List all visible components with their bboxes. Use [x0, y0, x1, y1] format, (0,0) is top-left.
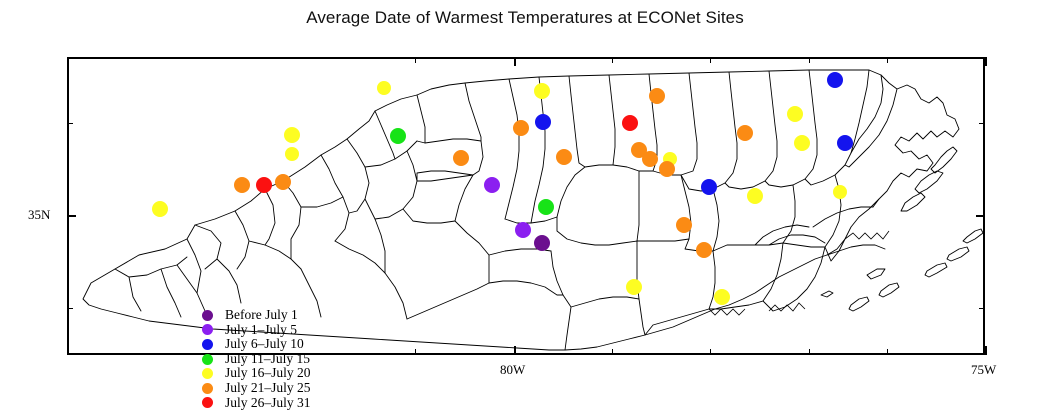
- legend-item-label: July 26–July 31: [225, 394, 311, 410]
- map-data-point: [701, 179, 717, 195]
- legend-item-label: July 16–July 20: [225, 365, 311, 381]
- legend-swatch-icon: [202, 309, 213, 321]
- map-data-point: [515, 222, 531, 238]
- y-axis-tick: [979, 123, 985, 124]
- map-data-point: [837, 135, 853, 151]
- map-data-point: [534, 83, 550, 99]
- map-data-point: [377, 81, 391, 95]
- legend-item: July 11–July 15: [202, 350, 311, 367]
- map-data-point: [649, 88, 665, 104]
- x-axis-tick: [514, 346, 516, 355]
- page-title: Average Date of Warmest Temperatures at …: [306, 8, 744, 27]
- map-data-point: [626, 279, 642, 295]
- map-data-point: [538, 199, 554, 215]
- y-axis-tick: [976, 215, 985, 217]
- y-axis-label: 35N: [28, 207, 51, 222]
- x-axis-tick: [887, 349, 888, 355]
- x-axis-tick: [415, 57, 416, 63]
- legend-swatch-icon: [202, 382, 213, 394]
- map-data-point: [787, 106, 803, 122]
- map-data-point: [737, 125, 753, 141]
- map-data-point: [285, 147, 299, 161]
- map-data-point: [256, 177, 272, 193]
- map-data-point: [535, 114, 551, 130]
- legend-swatch-icon: [202, 324, 213, 336]
- x-axis-tick: [887, 57, 888, 63]
- legend-item: July 26–July 31: [202, 394, 311, 410]
- map-data-point: [696, 242, 712, 258]
- map-data-point: [747, 188, 763, 204]
- map-legend: Before July 1 July 1–July 5 July 6–July 10…: [202, 307, 311, 410]
- map-data-point: [484, 177, 500, 193]
- map-plot-frame: Before July 1 July 1–July 5 July 6–July 10…: [67, 57, 985, 409]
- legend-item: July 1–July 5: [202, 321, 311, 338]
- y-axis-tick: [67, 215, 76, 217]
- map-data-point: [794, 135, 810, 151]
- x-axis-label: 80W: [500, 362, 526, 377]
- x-axis-tick: [985, 346, 987, 355]
- x-axis-tick: [710, 57, 711, 63]
- legend-item-label: July 21–July 25: [225, 379, 311, 395]
- map-data-point: [284, 127, 300, 143]
- legend-item-label: July 6–July 10: [225, 336, 304, 352]
- map-data-point: [827, 72, 843, 88]
- map-figure: Average Date of Warmest Temperatures at …: [28, 8, 997, 409]
- y-axis-tick: [67, 123, 73, 124]
- map-data-point: [152, 201, 168, 217]
- y-axis-tick: [979, 308, 985, 309]
- y-axis-tick: [67, 308, 73, 309]
- x-axis-tick: [612, 349, 613, 355]
- x-axis-label: 75W: [971, 362, 997, 377]
- map-data-point: [676, 217, 692, 233]
- x-axis-tick: [809, 349, 810, 355]
- map-data-point: [534, 235, 550, 251]
- map-data-point: [642, 151, 658, 167]
- legend-item: July 16–July 20: [202, 366, 311, 381]
- map-data-point: [390, 128, 406, 144]
- legend-item-label: Before July 1: [225, 307, 298, 322]
- legend-item: Before July 1: [202, 307, 311, 323]
- map-data-point: [714, 289, 730, 305]
- x-axis-tick: [710, 349, 711, 355]
- map-data-point: [622, 115, 638, 131]
- map-data-point: [453, 150, 469, 166]
- x-axis-tick: [514, 57, 516, 66]
- legend-swatch-icon: [202, 338, 213, 350]
- legend-item-label: July 11–July 15: [225, 350, 311, 366]
- map-data-point: [275, 174, 291, 190]
- x-axis-tick: [612, 57, 613, 63]
- x-axis-tick: [809, 57, 810, 63]
- map-data-point: [833, 185, 847, 199]
- map-data-point: [556, 149, 572, 165]
- x-axis-tick: [985, 57, 987, 66]
- north-carolina-county-map: [82, 69, 984, 351]
- map-data-point: [513, 120, 529, 136]
- legend-item: July 6–July 10: [202, 337, 311, 352]
- x-axis-tick: [415, 349, 416, 355]
- map-data-point: [234, 177, 250, 193]
- map-data-point: [659, 161, 675, 177]
- legend-item: July 21–July 25: [202, 379, 311, 396]
- legend-swatch-icon: [202, 397, 213, 409]
- legend-swatch-icon: [202, 368, 213, 380]
- legend-swatch-icon: [202, 353, 213, 365]
- legend-item-label: July 1–July 5: [225, 321, 298, 337]
